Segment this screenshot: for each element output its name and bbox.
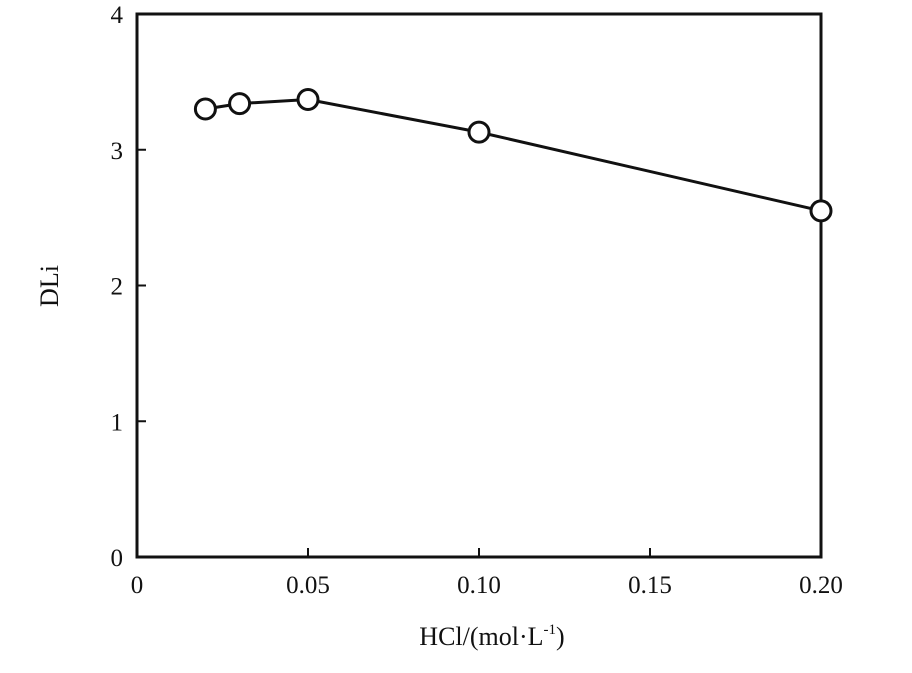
series-line bbox=[205, 98, 822, 213]
data-point bbox=[193, 97, 217, 121]
data-point bbox=[228, 92, 252, 116]
x-axis-ticks: 0 0.05 0.10 0.15 0.20 bbox=[131, 548, 843, 599]
y-tick-label: 4 bbox=[111, 2, 124, 29]
x-axis-title-suffix: ) bbox=[556, 622, 565, 651]
x-axis-title-superscript: -1 bbox=[544, 622, 557, 638]
x-tick-label: 0.15 bbox=[628, 572, 672, 599]
x-tick-label: 0.05 bbox=[286, 572, 330, 599]
data-point bbox=[296, 88, 320, 112]
y-axis-title: DLi bbox=[35, 265, 64, 307]
data-point bbox=[809, 199, 833, 223]
x-tick-label: 0.10 bbox=[457, 572, 501, 599]
x-axis-title-main: HCl/(mol·L bbox=[419, 622, 543, 651]
y-tick-label: 3 bbox=[111, 138, 124, 165]
x-tick-label: 0.20 bbox=[799, 572, 843, 599]
y-tick-label: 2 bbox=[111, 274, 124, 301]
data-point bbox=[467, 120, 491, 144]
series-layer bbox=[193, 88, 833, 223]
x-tick-label: 0 bbox=[131, 572, 144, 599]
y-tick-label: 1 bbox=[111, 409, 124, 436]
y-axis-ticks: 0 1 2 3 4 bbox=[111, 2, 146, 572]
x-axis-title: HCl/(mol·L-1) bbox=[419, 622, 564, 651]
y-tick-label: 0 bbox=[111, 545, 124, 572]
